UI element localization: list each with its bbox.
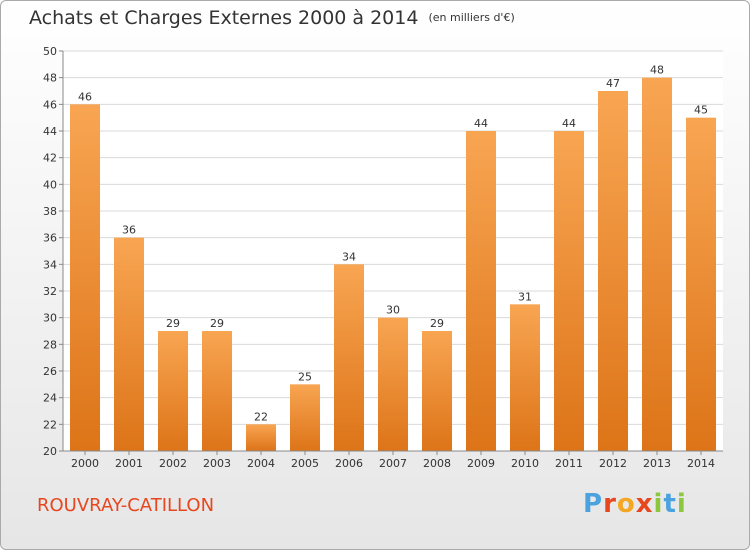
x-tick-label-2014: 2014 <box>687 457 715 470</box>
data-label-2013: 48 <box>650 64 664 77</box>
y-tick-label: 22 <box>43 418 57 431</box>
x-tick-label-2005: 2005 <box>291 457 319 470</box>
chart-title: Achats et Charges Externes 2000 à 2014 (e… <box>29 7 515 29</box>
data-label-2010: 31 <box>518 290 532 303</box>
y-tick-label: 42 <box>43 152 57 165</box>
y-tick-label: 28 <box>43 338 57 351</box>
bar-2001 <box>114 237 144 451</box>
chart-subtitle: (en milliers d'€) <box>428 11 515 24</box>
y-tick-label: 30 <box>43 312 57 325</box>
data-label-2001: 36 <box>122 224 136 237</box>
y-tick-label: 50 <box>43 45 57 58</box>
y-tick-label: 48 <box>43 72 57 85</box>
y-tick-label: 32 <box>43 285 57 298</box>
logo-letter: t <box>663 489 677 519</box>
x-tick-label-2011: 2011 <box>555 457 583 470</box>
logo-letter: x <box>635 489 654 519</box>
bar-2008 <box>422 331 452 451</box>
data-label-2009: 44 <box>474 117 488 130</box>
x-tick-label-2007: 2007 <box>379 457 407 470</box>
bar-2014 <box>686 117 716 452</box>
logo-letter: i <box>653 489 664 519</box>
x-tick-label-2001: 2001 <box>115 457 143 470</box>
y-tick-label: 20 <box>43 445 57 458</box>
bar-2003 <box>202 331 232 451</box>
y-tick-label: 34 <box>43 258 57 271</box>
x-tick-label-2006: 2006 <box>335 457 363 470</box>
data-label-2012: 47 <box>606 77 620 90</box>
y-tick-label: 40 <box>43 178 57 191</box>
bar-2007 <box>378 317 408 451</box>
data-label-2011: 44 <box>562 117 576 130</box>
bar-2006 <box>334 264 364 451</box>
y-tick-label: 24 <box>43 392 57 405</box>
bar-2010 <box>510 304 540 451</box>
y-tick-label: 36 <box>43 232 57 245</box>
y-tick-label: 46 <box>43 98 57 111</box>
x-tick-label-2008: 2008 <box>423 457 451 470</box>
data-label-2000: 46 <box>78 90 92 103</box>
logo-letter: o <box>616 489 636 519</box>
bar-2009 <box>466 131 496 451</box>
x-tick-label-2004: 2004 <box>247 457 275 470</box>
bar-2013 <box>642 77 672 452</box>
bar-2011 <box>554 131 584 451</box>
x-tick-label-2000: 2000 <box>71 457 99 470</box>
bar-2000 <box>70 104 100 451</box>
x-tick-label-2002: 2002 <box>159 457 187 470</box>
data-label-2005: 25 <box>298 370 312 383</box>
city-name: ROUVRAY-CATILLON <box>37 495 215 516</box>
proxiti-logo[interactable]: Proxiti <box>583 489 687 519</box>
bar-2005 <box>290 384 320 451</box>
x-tick-label-2003: 2003 <box>203 457 231 470</box>
data-label-2002: 29 <box>166 317 180 330</box>
y-tick-label: 26 <box>43 365 57 378</box>
logo-letter: i <box>676 489 687 519</box>
data-label-2006: 34 <box>342 250 356 263</box>
data-label-2007: 30 <box>386 304 400 317</box>
bar-2002 <box>158 331 188 451</box>
x-tick-label-2013: 2013 <box>643 457 671 470</box>
x-tick-label-2012: 2012 <box>599 457 627 470</box>
bar-2004 <box>246 424 276 451</box>
data-label-2008: 29 <box>430 317 444 330</box>
data-label-2004: 22 <box>254 410 268 423</box>
data-label-2014: 45 <box>694 104 708 117</box>
y-tick-label: 38 <box>43 205 57 218</box>
logo-letter: P <box>583 489 604 519</box>
bar-2012 <box>598 91 628 451</box>
x-tick-label-2010: 2010 <box>511 457 539 470</box>
y-tick-label: 44 <box>43 125 57 138</box>
data-label-2003: 29 <box>210 317 224 330</box>
logo-letter: r <box>603 489 617 519</box>
x-tick-label-2009: 2009 <box>467 457 495 470</box>
